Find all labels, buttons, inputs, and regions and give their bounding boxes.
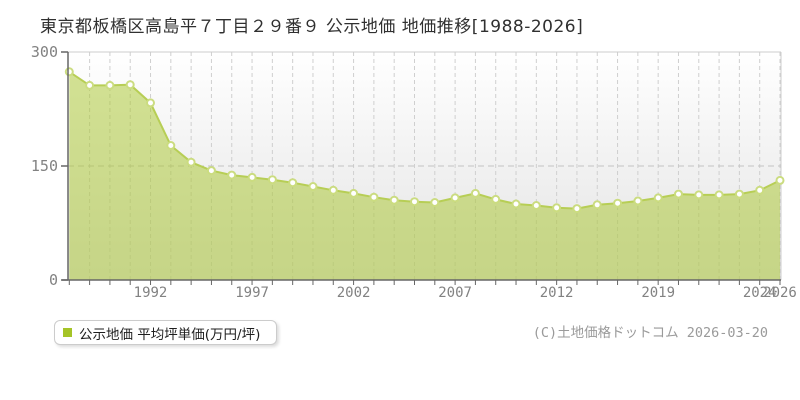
x-tick-label: 1992 bbox=[134, 285, 168, 301]
data-point-marker[interactable] bbox=[410, 197, 419, 207]
data-point-marker[interactable] bbox=[775, 175, 785, 185]
data-point-marker[interactable] bbox=[592, 200, 602, 210]
data-point-marker[interactable] bbox=[308, 182, 318, 191]
data-point-marker[interactable] bbox=[105, 80, 115, 90]
data-point-marker[interactable] bbox=[450, 193, 460, 203]
data-point-marker[interactable] bbox=[166, 141, 176, 150]
y-tick-label: 150 bbox=[31, 157, 58, 175]
data-point-marker[interactable] bbox=[389, 195, 399, 205]
data-point-marker[interactable] bbox=[734, 189, 744, 199]
data-point-marker[interactable] bbox=[206, 166, 216, 176]
x-tick-label: 2002 bbox=[337, 285, 371, 301]
x-tick-label: 2007 bbox=[438, 285, 472, 301]
x-tick-label: 2024 bbox=[743, 285, 777, 301]
data-point-marker[interactable] bbox=[531, 201, 541, 210]
data-point-marker[interactable] bbox=[125, 80, 135, 90]
data-point-marker[interactable] bbox=[146, 98, 155, 108]
data-point-marker[interactable] bbox=[288, 178, 298, 188]
data-point-marker[interactable] bbox=[613, 198, 623, 208]
x-tick-label: 2012 bbox=[540, 285, 574, 301]
data-point-marker[interactable] bbox=[328, 185, 338, 195]
data-point-marker[interactable] bbox=[491, 194, 501, 204]
data-point-marker[interactable] bbox=[552, 203, 562, 213]
x-tick-label: 2019 bbox=[641, 285, 675, 301]
y-tick-label: 300 bbox=[31, 43, 58, 61]
area-fill bbox=[69, 71, 781, 280]
copyright-note: (C)土地価格ドットコム 2026-03-20 bbox=[532, 325, 768, 341]
data-point-marker[interactable] bbox=[64, 67, 74, 77]
data-point-marker[interactable] bbox=[674, 189, 683, 199]
data-point-marker[interactable] bbox=[755, 185, 765, 195]
legend: 公示地価 平均坪単価(万円/坪) bbox=[54, 320, 278, 345]
data-point-marker[interactable] bbox=[633, 196, 643, 206]
x-tick-label: 2026 bbox=[763, 285, 797, 301]
data-point-marker[interactable] bbox=[470, 188, 480, 198]
data-point-marker[interactable] bbox=[653, 193, 663, 203]
data-point-marker[interactable] bbox=[511, 199, 521, 209]
data-point-marker[interactable] bbox=[430, 198, 440, 207]
data-point-marker[interactable] bbox=[247, 172, 257, 182]
chart-title: 東京都板橋区高島平７丁目２９番９ 公示地価 地価推移[1988-2026] bbox=[40, 17, 584, 37]
legend-label: 公示地価 平均坪単価(万円/坪) bbox=[79, 326, 261, 343]
y-tick-label: 0 bbox=[49, 271, 58, 289]
data-point-marker[interactable] bbox=[227, 170, 237, 180]
data-point-marker[interactable] bbox=[369, 192, 379, 202]
legend-swatch-icon bbox=[63, 328, 72, 337]
data-point-marker[interactable] bbox=[694, 190, 704, 200]
x-tick-label: 1997 bbox=[235, 285, 269, 301]
data-point-marker[interactable] bbox=[572, 204, 582, 214]
data-point-marker[interactable] bbox=[186, 157, 196, 167]
data-point-marker[interactable] bbox=[267, 175, 277, 185]
data-point-marker[interactable] bbox=[349, 188, 359, 198]
data-point-marker[interactable] bbox=[714, 190, 724, 200]
data-point-marker[interactable] bbox=[85, 80, 95, 90]
